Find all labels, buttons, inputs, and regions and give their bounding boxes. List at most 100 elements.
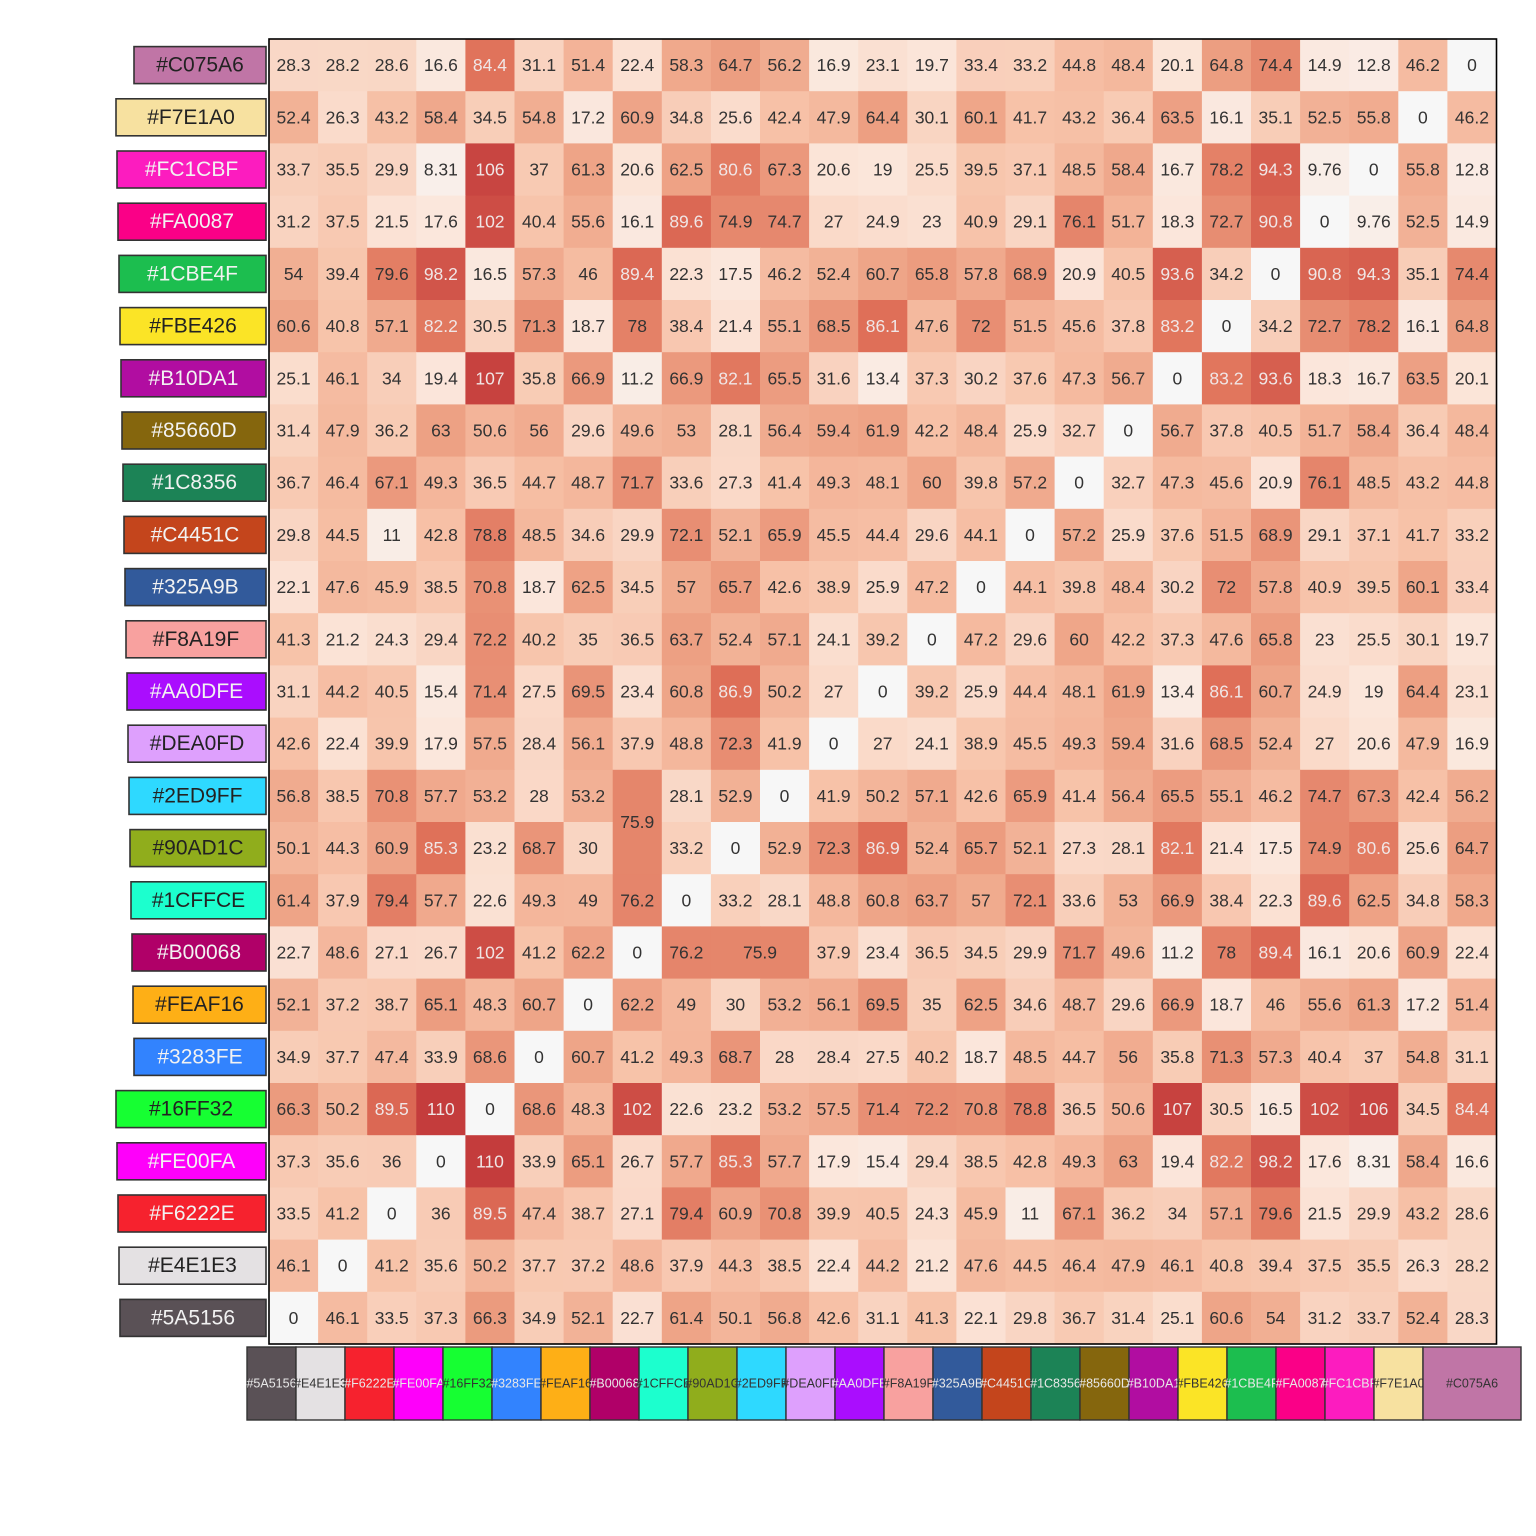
heatmap-cell-label: 58.4: [1357, 421, 1391, 441]
heatmap-cell: [1005, 508, 1056, 562]
heatmap-cell-label: 33.7: [1357, 1308, 1391, 1328]
heatmap-cell-label: 48.8: [669, 734, 703, 754]
heatmap-cell: [809, 1291, 859, 1345]
column-label: #F7E1A0: [1372, 1346, 1425, 1421]
heatmap-cell: [1251, 404, 1301, 458]
heatmap-cell: [367, 769, 417, 823]
heatmap-cell: [1349, 769, 1399, 823]
heatmap-cell: [1447, 613, 1498, 666]
heatmap-cell: [907, 404, 957, 458]
heatmap-cell: [1349, 613, 1399, 666]
heatmap-cell: [956, 978, 1007, 1032]
heatmap-cell-label: 57.3: [1259, 1047, 1293, 1067]
heatmap-cell: [809, 1135, 859, 1188]
heatmap-cell: [1152, 195, 1203, 249]
heatmap-cell: [416, 1239, 466, 1293]
heatmap-cell-label: 61.9: [866, 421, 900, 441]
heatmap-cell: [1201, 874, 1252, 927]
heatmap-cell: [809, 769, 859, 823]
heatmap-cell: [956, 561, 1007, 614]
heatmap-cell: [367, 1135, 417, 1188]
heatmap-cell-label: 41.9: [768, 734, 802, 754]
heatmap-cell-label: 64.4: [1406, 682, 1440, 702]
heatmap-cell-label: 47.9: [326, 421, 360, 441]
heatmap-cell: [1054, 39, 1105, 92]
heatmap-cell: [514, 300, 565, 353]
heatmap-cell: [1005, 874, 1056, 927]
heatmap-cell-label: 0: [387, 1204, 397, 1224]
heatmap-cell-label: 46.2: [1455, 107, 1489, 127]
heatmap-cell-label: 17.9: [424, 734, 458, 754]
heatmap-cell: [809, 1187, 859, 1241]
column-label-text: #B00068: [589, 1377, 639, 1391]
heatmap-cell: [907, 1187, 957, 1241]
heatmap-cell-label: 21.5: [375, 212, 409, 232]
heatmap-cell-label: 0: [1025, 525, 1035, 545]
row-label-text: #1C8356: [152, 471, 237, 494]
heatmap-cell-label: 24.3: [915, 1204, 949, 1224]
row-label: #DEA0FD: [127, 724, 267, 764]
heatmap-cell: [956, 247, 1007, 301]
heatmap-cell-label: 47.9: [817, 107, 851, 127]
heatmap-cell-label: 68.6: [473, 1047, 507, 1067]
heatmap-cell-label: 37.5: [326, 212, 360, 232]
heatmap-cell-label: 20.9: [1259, 473, 1293, 493]
heatmap-cell-label: 33.5: [375, 1308, 409, 1328]
heatmap-cell: [1300, 769, 1350, 823]
heatmap-cell: [416, 822, 466, 875]
heatmap-cell-label: 14.9: [1308, 55, 1342, 75]
heatmap-cell: [1152, 1239, 1203, 1293]
column-label: #1CFFCE: [636, 1346, 691, 1421]
heatmap-cell-label: 37.3: [915, 368, 949, 388]
heatmap-cell-label: 22.3: [669, 264, 703, 284]
heatmap-cell-label: 0: [534, 1047, 544, 1067]
heatmap-cell: [612, 561, 663, 614]
heatmap-cell: [1103, 822, 1154, 875]
column-label-text: #F7E1A0: [1372, 1377, 1424, 1391]
heatmap-cell-label: 67.1: [375, 473, 409, 493]
column-label: #16FF32: [442, 1346, 493, 1421]
heatmap-cell-label: 27: [824, 682, 843, 702]
heatmap-cell-label: 11.2: [621, 368, 654, 388]
heatmap-cell-label: 40.5: [1259, 421, 1293, 441]
heatmap-cell: [269, 926, 319, 980]
heatmap-cell: [760, 769, 810, 823]
heatmap-cell-label: 28.6: [375, 55, 409, 75]
heatmap-cell: [809, 91, 859, 144]
column-label: #F8A19F: [883, 1346, 935, 1421]
heatmap-cell: [907, 769, 957, 823]
heatmap-cell: [514, 456, 565, 510]
heatmap-cell-label: 52.4: [915, 838, 949, 858]
heatmap-cell-label: 16.9: [817, 55, 851, 75]
heatmap-cell: [1300, 561, 1350, 614]
heatmap-cell-label: 33.4: [1455, 577, 1489, 597]
heatmap-cell: [514, 352, 565, 405]
heatmap-cell-label: 94.3: [1357, 264, 1391, 284]
heatmap-cell: [1349, 1030, 1399, 1084]
heatmap-cell-label: 36.5: [1062, 1099, 1096, 1119]
heatmap-cell-label: 53.2: [768, 995, 802, 1015]
heatmap-cell-label: 37.1: [1357, 525, 1391, 545]
heatmap-cell-label: 57.5: [817, 1099, 851, 1119]
heatmap-cell: [465, 352, 516, 405]
heatmap-cell-label: 55.1: [768, 316, 802, 336]
heatmap-cell-label: 50.6: [1111, 1099, 1145, 1119]
heatmap-cell-label: 41.2: [620, 1047, 654, 1067]
heatmap-cell: [1447, 352, 1498, 405]
heatmap-cell-label: 0: [485, 1099, 495, 1119]
heatmap-cell: [416, 1291, 466, 1345]
heatmap-cell: [710, 874, 761, 927]
heatmap-cell: [465, 143, 516, 197]
heatmap-cell-label: 28.2: [326, 55, 360, 75]
heatmap-cell-label: 49: [578, 890, 597, 910]
heatmap-cell-label: 42.2: [1111, 629, 1145, 649]
heatmap-cell: [563, 1187, 614, 1241]
heatmap-cell: [1201, 508, 1252, 562]
heatmap-cell-label: 37.2: [571, 1256, 605, 1276]
heatmap-cell-label: 55.6: [1308, 995, 1342, 1015]
heatmap-cell: [858, 1083, 908, 1136]
heatmap-cell-label: 72.2: [473, 629, 507, 649]
heatmap-cell-label: 36.2: [375, 421, 409, 441]
row-label-text: #B10DA1: [149, 367, 239, 390]
heatmap-cell-label: 31.1: [1455, 1047, 1489, 1067]
